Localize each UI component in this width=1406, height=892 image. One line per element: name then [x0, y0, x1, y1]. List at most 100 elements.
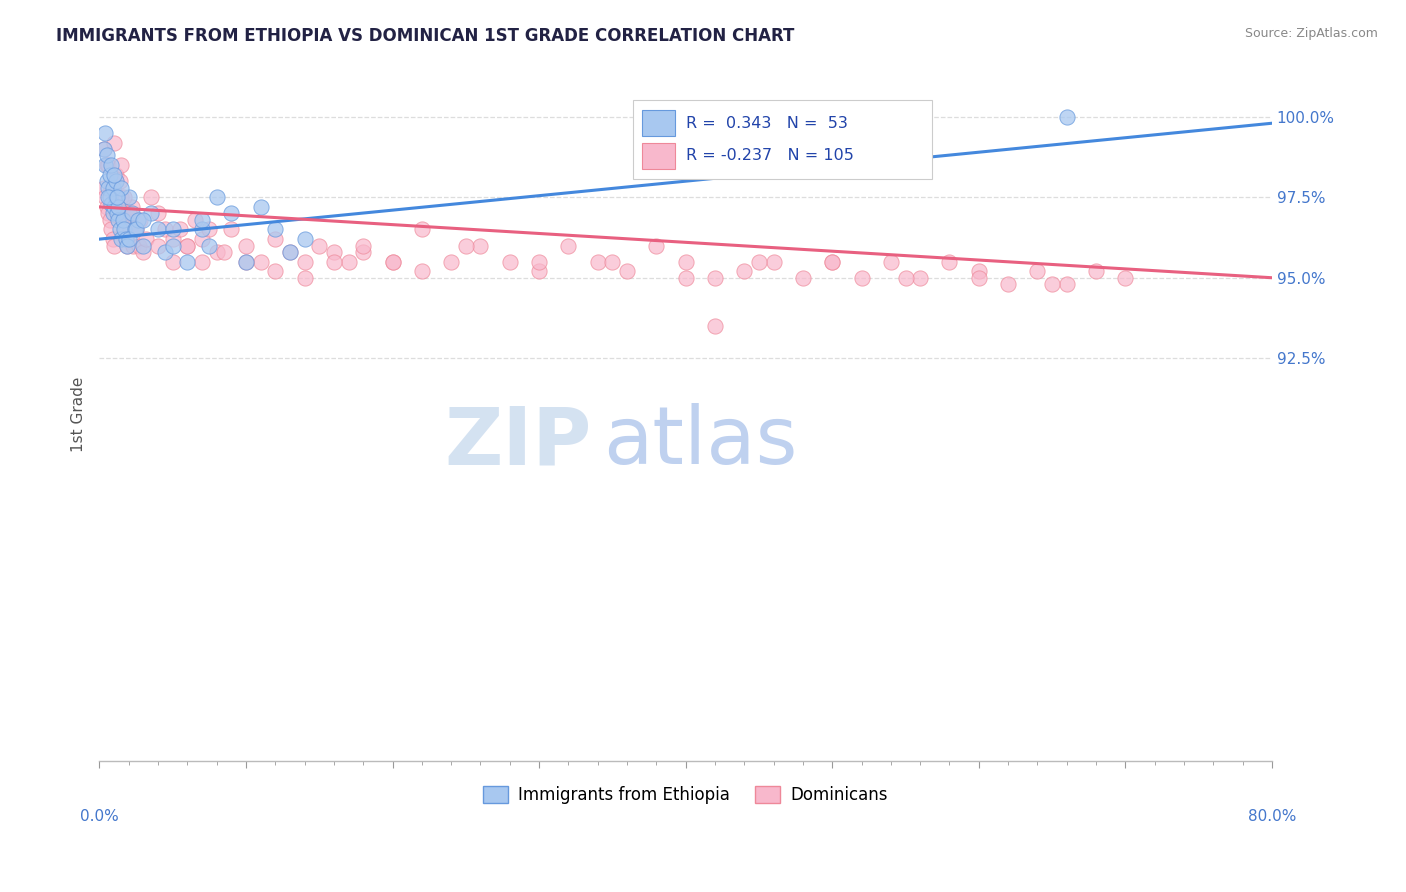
Point: [146, 206, 169, 220]
Point: [1056, 110, 1078, 124]
Point: [111, 206, 134, 220]
Y-axis label: 1st Grade: 1st Grade: [72, 376, 86, 452]
Text: 80.0%: 80.0%: [1247, 809, 1296, 824]
Point: [191, 232, 214, 246]
Point: [675, 270, 697, 285]
Point: [111, 212, 134, 227]
Point: [1085, 264, 1108, 278]
Point: [499, 254, 522, 268]
Point: [162, 238, 184, 252]
Point: [118, 190, 141, 204]
Point: [191, 254, 214, 268]
Text: Source: ZipAtlas.com: Source: ZipAtlas.com: [1244, 27, 1378, 40]
Point: [103, 168, 125, 182]
Point: [908, 270, 931, 285]
Point: [191, 212, 214, 227]
Point: [294, 254, 316, 268]
Point: [454, 238, 477, 252]
Point: [100, 158, 122, 172]
Point: [264, 264, 287, 278]
Point: [162, 232, 184, 246]
Point: [104, 168, 127, 182]
Point: [704, 270, 727, 285]
Point: [93, 142, 115, 156]
Point: [249, 254, 271, 268]
Point: [352, 238, 374, 252]
Point: [94, 190, 117, 204]
Point: [323, 245, 346, 260]
Point: [110, 190, 132, 204]
Point: [602, 254, 624, 268]
Point: [96, 148, 118, 162]
Point: [104, 174, 127, 188]
Point: [135, 232, 157, 246]
Point: [235, 254, 257, 268]
Point: [938, 254, 960, 268]
Point: [645, 238, 668, 252]
Point: [128, 238, 150, 252]
Point: [112, 190, 135, 204]
Point: [1114, 270, 1136, 285]
Point: [616, 264, 638, 278]
Point: [294, 232, 316, 246]
Point: [107, 212, 129, 227]
Point: [117, 238, 139, 252]
Point: [104, 190, 127, 204]
Point: [103, 200, 125, 214]
Point: [880, 254, 903, 268]
Text: IMMIGRANTS FROM ETHIOPIA VS DOMINICAN 1ST GRADE CORRELATION CHART: IMMIGRANTS FROM ETHIOPIA VS DOMINICAN 1S…: [56, 27, 794, 45]
Point: [127, 212, 149, 227]
FancyBboxPatch shape: [633, 100, 932, 179]
Point: [264, 232, 287, 246]
Point: [100, 222, 122, 236]
Bar: [643, 110, 675, 136]
Point: [118, 206, 141, 220]
Point: [124, 222, 146, 236]
Point: [132, 212, 155, 227]
Point: [198, 238, 221, 252]
Point: [155, 245, 177, 260]
Point: [97, 158, 120, 172]
Text: ZIP: ZIP: [444, 403, 592, 481]
Point: [792, 270, 814, 285]
Point: [733, 264, 755, 278]
Point: [337, 254, 360, 268]
Point: [114, 232, 136, 246]
Point: [105, 206, 128, 220]
Point: [98, 212, 121, 227]
Point: [94, 158, 117, 172]
Point: [100, 196, 122, 211]
Point: [108, 200, 131, 214]
Point: [557, 238, 579, 252]
Point: [169, 222, 191, 236]
Point: [146, 238, 169, 252]
Point: [121, 206, 143, 220]
Point: [124, 222, 146, 236]
Point: [411, 264, 433, 278]
Point: [132, 245, 155, 260]
Point: [249, 200, 271, 214]
Point: [107, 206, 129, 220]
Point: [155, 222, 177, 236]
Point: [176, 238, 198, 252]
Point: [108, 222, 131, 236]
Point: [146, 222, 169, 236]
Text: R = -0.237   N = 105: R = -0.237 N = 105: [686, 148, 853, 163]
Point: [352, 245, 374, 260]
Point: [108, 174, 131, 188]
Point: [381, 254, 404, 268]
Point: [308, 238, 330, 252]
Point: [129, 212, 152, 227]
Point: [139, 206, 162, 220]
Point: [675, 254, 697, 268]
Point: [125, 222, 148, 236]
Point: [851, 270, 873, 285]
Point: [205, 245, 228, 260]
Point: [221, 206, 243, 220]
Point: [212, 245, 235, 260]
Point: [176, 238, 198, 252]
Point: [103, 136, 125, 150]
Point: [120, 222, 142, 236]
Point: [162, 254, 184, 268]
Point: [821, 254, 844, 268]
